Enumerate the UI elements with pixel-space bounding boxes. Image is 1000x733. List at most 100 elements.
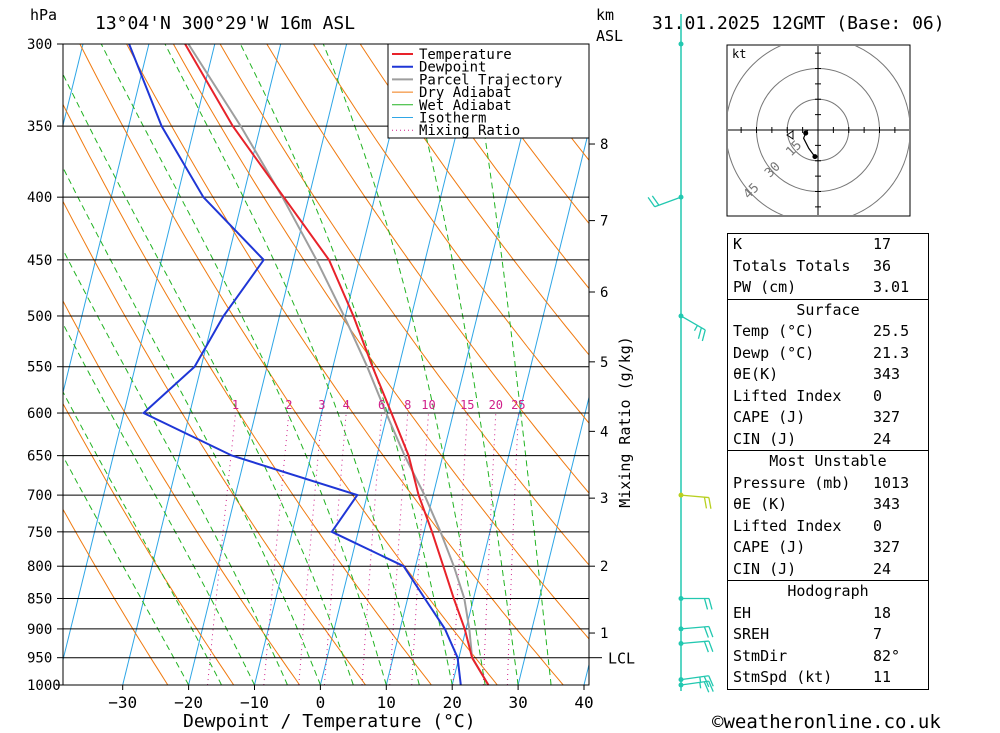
temperature-tick-label: 30 [508, 693, 527, 712]
index-value: 343 [873, 365, 901, 383]
index-key: Lifted Index [733, 386, 842, 405]
wet-adiabat-line [63, 455, 190, 685]
isotherm-line [319, 44, 479, 685]
dewpoint-line [128, 44, 462, 685]
isotherm-line [63, 44, 216, 662]
temperature-line [184, 44, 490, 685]
pressure-tick-label: 950 [27, 651, 52, 667]
pressure-axis: 300 350 400 450 500 550 600 650 700 750 800 850 900 9… [27, 37, 63, 694]
indices-table: K 17 Totals Totals 36 PW (cm) 3.01 Surface Temp… [727, 233, 929, 690]
index-value: 327 [873, 538, 901, 556]
index-row: CAPE (J) 327 [728, 537, 928, 559]
mixing-ratio-line [389, 412, 409, 685]
wet-adiabat-line [469, 44, 552, 685]
wind-barb [680, 625, 714, 638]
temperature-axis: −30 −20 −10 0 10 20 30 40 [108, 685, 594, 712]
wet-adiabat-line [239, 44, 453, 685]
pressure-tick-label: 500 [27, 309, 52, 325]
temperature-tick-label: −10 [240, 693, 269, 712]
mixing-ratio-line [263, 412, 290, 685]
pressure-tick-label: 450 [27, 253, 52, 269]
mixing-ratio-line [298, 412, 323, 685]
height-tick-label: 5 [600, 355, 608, 371]
wind-barb [680, 640, 714, 653]
height-tick-label: 8 [600, 137, 608, 153]
isotherm-lines [0, 44, 589, 685]
index-value: 24 [873, 559, 892, 578]
legend-label: Mixing Ratio [419, 123, 520, 139]
wet-adiabat-line [63, 322, 255, 685]
isotherm-line [254, 44, 413, 685]
index-row: Dewp (°C) 21.3 [728, 343, 928, 365]
index-value: 17 [873, 235, 892, 253]
index-section-title: Hodograph [728, 580, 928, 603]
parcel-trajectory-line [187, 44, 490, 685]
mixing-ratio-line [207, 412, 236, 685]
index-key: CAPE (J) [733, 408, 806, 426]
index-row: Temp (°C) 25.5 [728, 321, 928, 343]
pressure-tick-label: 600 [27, 406, 52, 422]
pressure-tick-label: 1000 [27, 678, 61, 694]
mixing-ratio-label: 1 [232, 398, 239, 412]
index-row: PW (cm) 3.01 [728, 277, 928, 299]
dry-adiabat-line [266, 44, 589, 494]
mixing-ratio-label: 6 [378, 398, 385, 412]
index-key: θE (K) [733, 495, 788, 513]
index-section-title: Surface [728, 298, 928, 322]
height-tick-label: 1 [600, 626, 608, 642]
index-row: StmDir 82° [728, 646, 928, 668]
dry-adiabat-line [79, 44, 498, 685]
isotherm-line [0, 44, 17, 685]
hodograph-point [812, 154, 818, 160]
mixing-ratio-label: 3 [318, 398, 325, 412]
copyright: ©weatheronline.co.uk [712, 711, 941, 733]
pressure-tick-label: 850 [27, 592, 52, 608]
mixing-ratio-axis-title: Mixing Ratio (g/kg) [616, 336, 634, 508]
index-key: StmDir [733, 646, 788, 665]
temperature-tick-label: −20 [174, 693, 203, 712]
profile-series [128, 44, 490, 685]
temperature-tick-label: 40 [574, 693, 593, 712]
index-key: CIN (J) [733, 429, 797, 448]
index-row: Lifted Index 0 [728, 516, 928, 538]
dry-adiabat-line [63, 508, 169, 685]
mixing-ratio-label: 8 [404, 398, 411, 412]
mixing-ratio-label: 2 [285, 398, 292, 412]
isotherm-line [122, 44, 282, 685]
pressure-level-lines [63, 44, 589, 685]
wind-barb [680, 675, 714, 688]
index-row: Lifted Index 0 [728, 386, 928, 408]
wind-level-dot [678, 41, 684, 47]
dry-adiabat-line [313, 44, 589, 424]
wet-adiabat-line [164, 44, 420, 685]
pressure-tick-label: 550 [27, 360, 52, 376]
height-tick-label: 6 [600, 285, 608, 301]
temperature-tick-label: 0 [316, 693, 326, 712]
index-key: Pressure (mb) [733, 473, 851, 492]
location-title: 13°04'N 300°29'W 16m ASL [95, 13, 355, 34]
legend-label: Temperature [419, 47, 512, 63]
index-row: CIN (J) 24 [728, 429, 928, 451]
legend-label: Isotherm [419, 111, 486, 127]
index-key: CAPE (J) [733, 538, 806, 556]
index-key: CIN (J) [733, 559, 797, 578]
mixing-ratio-label: 25 [511, 398, 525, 412]
index-row: Pressure (mb) 1013 [728, 473, 928, 495]
index-key: Totals Totals [733, 256, 851, 275]
index-row: EH 18 [728, 603, 928, 625]
index-value: 36 [873, 256, 892, 275]
x-axis-title: Dewpoint / Temperature (°C) [183, 711, 476, 732]
index-row: SREH 7 [728, 624, 928, 646]
index-key: θE(K) [733, 365, 779, 383]
index-value: 327 [873, 408, 901, 426]
asl-label: ASL [596, 27, 623, 45]
mixing-ratio-label: 4 [343, 398, 350, 412]
legend-label: Dewpoint [419, 60, 486, 76]
index-value: 24 [873, 429, 892, 448]
lcl-label: LCL [608, 650, 635, 668]
index-row: θE(K) 343 [728, 364, 928, 386]
wind-barb [680, 494, 712, 509]
index-value: 25.5 [873, 322, 910, 340]
